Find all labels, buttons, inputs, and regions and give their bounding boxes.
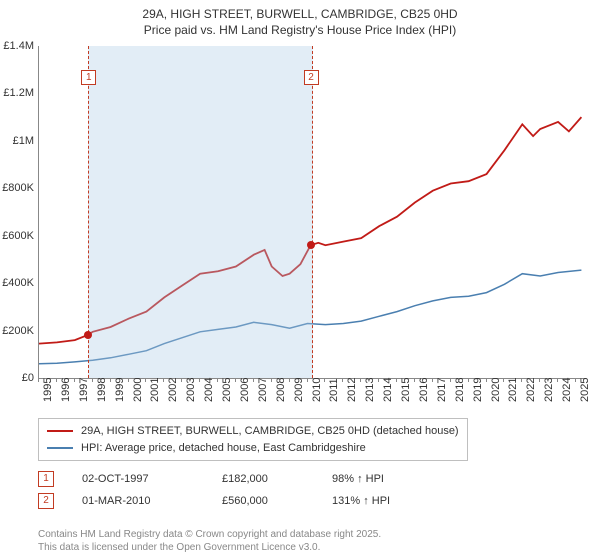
title-line-2: Price paid vs. HM Land Registry's House … bbox=[144, 23, 456, 37]
x-tick-label: 2024 bbox=[561, 378, 573, 402]
sale-period-shade bbox=[88, 46, 312, 378]
legend-swatch bbox=[47, 430, 73, 432]
x-tick-label: 2003 bbox=[185, 378, 197, 402]
sale-date: 02-OCT-1997 bbox=[82, 473, 222, 485]
x-tick-label: 2013 bbox=[364, 378, 376, 402]
x-tick-label: 2001 bbox=[149, 378, 161, 402]
x-tick-label: 2007 bbox=[257, 378, 269, 402]
x-tick-label: 2019 bbox=[472, 378, 484, 402]
x-tick-label: 2008 bbox=[275, 378, 287, 402]
sale-date: 01-MAR-2010 bbox=[82, 495, 222, 507]
x-tick-label: 2021 bbox=[507, 378, 519, 402]
x-tick-label: 2002 bbox=[167, 378, 179, 402]
sale-index: 2 bbox=[38, 493, 54, 509]
x-tick-label: 1997 bbox=[78, 378, 90, 402]
y-tick-label: £1.4M bbox=[0, 40, 34, 52]
x-tick-label: 1996 bbox=[60, 378, 72, 402]
chart-container: 29A, HIGH STREET, BURWELL, CAMBRIDGE, CB… bbox=[0, 0, 600, 560]
footer-line-1: Contains HM Land Registry data © Crown c… bbox=[38, 529, 381, 540]
x-tick-label: 2025 bbox=[579, 378, 591, 402]
footer-line-2: This data is licensed under the Open Gov… bbox=[38, 542, 320, 553]
plot-area: 12 bbox=[38, 46, 585, 379]
x-tick-label: 2016 bbox=[418, 378, 430, 402]
x-tick-label: 1995 bbox=[42, 378, 54, 402]
x-tick-label: 1998 bbox=[96, 378, 108, 402]
sale-vs-hpi: 98% ↑ HPI bbox=[332, 473, 422, 485]
x-tick-label: 2022 bbox=[525, 378, 537, 402]
x-tick-label: 2023 bbox=[543, 378, 555, 402]
x-tick-label: 2004 bbox=[203, 378, 215, 402]
x-tick-label: 2009 bbox=[293, 378, 305, 402]
legend-label: HPI: Average price, detached house, East… bbox=[81, 440, 366, 457]
footer-attribution: Contains HM Land Registry data © Crown c… bbox=[38, 528, 381, 554]
y-tick-label: £1M bbox=[0, 135, 34, 147]
x-tick-label: 2005 bbox=[221, 378, 233, 402]
legend-swatch bbox=[47, 447, 73, 449]
y-tick-label: £800K bbox=[0, 182, 34, 194]
legend: 29A, HIGH STREET, BURWELL, CAMBRIDGE, CB… bbox=[38, 418, 468, 461]
sale-price: £182,000 bbox=[222, 473, 332, 485]
x-tick-label: 2006 bbox=[239, 378, 251, 402]
chart-title: 29A, HIGH STREET, BURWELL, CAMBRIDGE, CB… bbox=[0, 0, 600, 38]
x-tick-label: 2018 bbox=[454, 378, 466, 402]
sales-table: 1 02-OCT-1997£182,00098% ↑ HPI 2 01-MAR-201… bbox=[38, 468, 422, 512]
y-tick-label: £600K bbox=[0, 230, 34, 242]
legend-item: HPI: Average price, detached house, East… bbox=[47, 440, 459, 457]
x-tick-label: 2015 bbox=[400, 378, 412, 402]
sale-index: 1 bbox=[38, 471, 54, 487]
sale-vs-hpi: 131% ↑ HPI bbox=[332, 495, 422, 507]
legend-label: 29A, HIGH STREET, BURWELL, CAMBRIDGE, CB… bbox=[81, 423, 459, 440]
x-tick-label: 2012 bbox=[346, 378, 358, 402]
y-tick-label: £200K bbox=[0, 325, 34, 337]
y-tick-label: £1.2M bbox=[0, 87, 34, 99]
y-tick-label: £0 bbox=[0, 372, 34, 384]
x-tick-label: 2011 bbox=[328, 378, 340, 402]
x-tick-label: 2020 bbox=[490, 378, 502, 402]
y-tick-label: £400K bbox=[0, 277, 34, 289]
sale-marker: 2 bbox=[304, 70, 319, 85]
x-tick-label: 2010 bbox=[311, 378, 323, 402]
sale-point bbox=[307, 241, 315, 249]
x-tick-label: 2017 bbox=[436, 378, 448, 402]
sale-row: 2 01-MAR-2010£560,000131% ↑ HPI bbox=[38, 490, 422, 512]
sale-price: £560,000 bbox=[222, 495, 332, 507]
x-tick-label: 2000 bbox=[132, 378, 144, 402]
sale-marker: 1 bbox=[81, 70, 96, 85]
title-line-1: 29A, HIGH STREET, BURWELL, CAMBRIDGE, CB… bbox=[142, 7, 457, 21]
sale-row: 1 02-OCT-1997£182,00098% ↑ HPI bbox=[38, 468, 422, 490]
x-tick-label: 1999 bbox=[114, 378, 126, 402]
legend-item: 29A, HIGH STREET, BURWELL, CAMBRIDGE, CB… bbox=[47, 423, 459, 440]
sale-point bbox=[84, 331, 92, 339]
x-tick-label: 2014 bbox=[382, 378, 394, 402]
